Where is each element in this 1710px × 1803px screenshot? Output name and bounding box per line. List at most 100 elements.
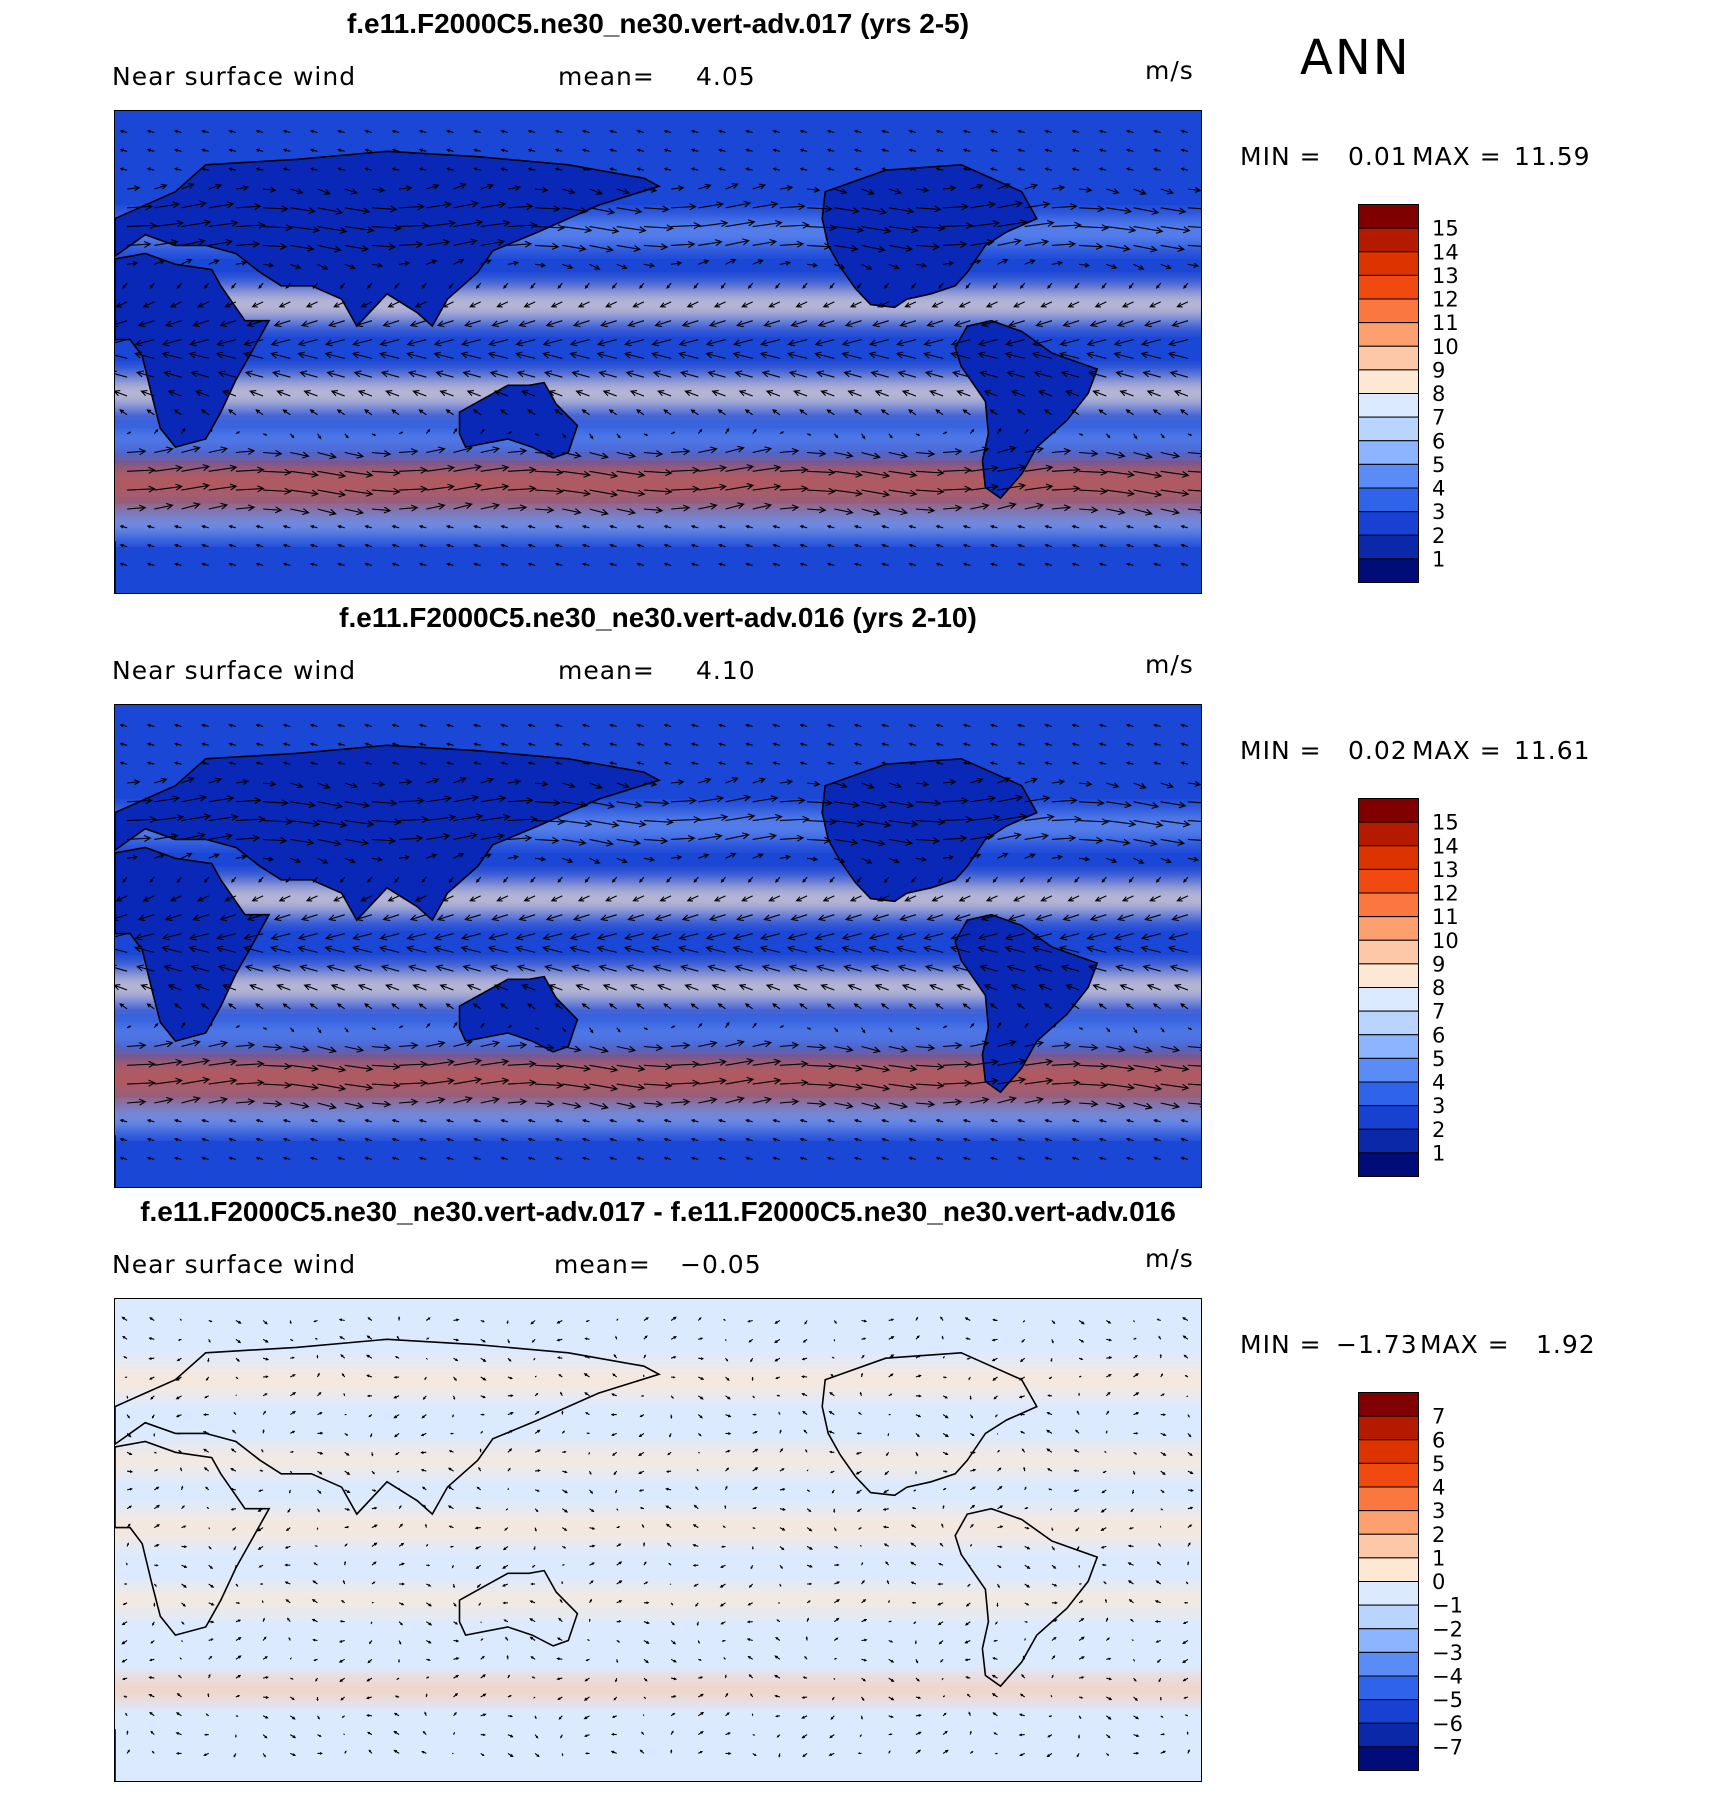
colorbar-label: 9 (1432, 358, 1445, 382)
colorbar-label: 3 (1432, 1499, 1445, 1523)
colorbar-box (1358, 1081, 1419, 1107)
panel-1-max-label: MAX = (1412, 142, 1502, 171)
continent-south-america (954, 319, 1099, 500)
colorbar-box (1358, 1675, 1419, 1701)
colorbar-label: 2 (1432, 1523, 1445, 1547)
colorbar-box (1358, 1462, 1419, 1488)
panel-2-map (114, 704, 1202, 1188)
colorbar-label: 4 (1432, 477, 1445, 501)
colorbar-box (1358, 845, 1419, 870)
trade-band-north (115, 882, 1201, 915)
panel-3-map (114, 1298, 1202, 1782)
colorbar-box (1358, 322, 1419, 347)
colorbar-label: 15 (1432, 217, 1459, 241)
colorbar-label: −2 (1432, 1617, 1463, 1641)
continent-south-america (954, 913, 1099, 1094)
colorbar-label: −5 (1432, 1688, 1463, 1712)
panel-3-title: f.e11.F2000C5.ne30_ne30.vert-adv.017 - f… (140, 1196, 1176, 1227)
colorbar-label: −7 (1432, 1735, 1463, 1759)
colorbar-box (1358, 1152, 1419, 1177)
continent-europe-asia (115, 744, 662, 922)
colorbar-label: 3 (1432, 1094, 1445, 1118)
colorbar-box (1358, 204, 1419, 229)
colorbar-box (1358, 1557, 1419, 1582)
continent-australia (458, 381, 579, 459)
panel-1-map (114, 110, 1202, 594)
colorbar-box (1358, 558, 1419, 583)
continent-europe-asia (115, 150, 662, 328)
panel-1-colorbar: 15 14 13 12 11 10 9 8 7 6 5 4 3 2 1 (1358, 204, 1478, 586)
colorbar-box (1358, 511, 1419, 536)
panel-2-variable: Near surface wind (112, 656, 357, 685)
wind-vectors (115, 129, 1201, 567)
diff-band-2 (115, 1449, 1201, 1472)
colorbar-label: 1 (1432, 1141, 1445, 1165)
colorbar-label: 15 (1432, 811, 1459, 835)
wind-vectors (115, 723, 1201, 1161)
colorbar-box (1358, 868, 1419, 894)
colorbar-box (1358, 1128, 1419, 1154)
colorbar-box (1358, 798, 1419, 823)
continent-south-america (954, 1507, 1099, 1688)
colorbar-label: 12 (1432, 288, 1459, 312)
trade-band-north (115, 288, 1201, 321)
colorbar-label: 5 (1432, 1047, 1445, 1071)
colorbar-label: 7 (1432, 1000, 1445, 1024)
panel-2-mean-label: mean= (558, 656, 655, 685)
diff-band-3 (115, 1514, 1201, 1541)
colorbar-box (1358, 1486, 1419, 1512)
colorbar-box (1358, 345, 1419, 371)
panel-3-variable: Near surface wind (112, 1250, 357, 1279)
colorbar-label: 11 (1432, 311, 1459, 335)
colorbar-box (1358, 298, 1419, 324)
colorbar-box (1358, 892, 1419, 918)
colorbar-label: 1 (1432, 547, 1445, 571)
colorbar-box (1358, 1057, 1419, 1083)
colorbar-box (1358, 1699, 1419, 1724)
colorbar-box (1358, 274, 1419, 300)
colorbar-box (1358, 393, 1419, 418)
colorbar-label: 11 (1432, 905, 1459, 929)
colorbar-label: 5 (1432, 1452, 1445, 1476)
colorbar-label: 7 (1432, 1405, 1445, 1429)
colorbar-box (1358, 227, 1419, 253)
colorbar-label: 13 (1432, 264, 1459, 288)
colorbar-label: −4 (1432, 1665, 1463, 1689)
colorbar-box (1358, 440, 1419, 465)
colorbar-box (1358, 416, 1419, 442)
colorbar-label: 3 (1432, 500, 1445, 524)
colorbar-box (1358, 1651, 1419, 1677)
colorbar-label: 4 (1432, 1476, 1445, 1500)
colorbar-box (1358, 1105, 1419, 1130)
colorbar-box (1358, 1604, 1419, 1630)
colorbar-box (1358, 1722, 1419, 1748)
colorbar-label: 8 (1432, 976, 1445, 1000)
colorbar-box (1358, 534, 1419, 560)
panel-3-min-value: −1.73 (1336, 1330, 1418, 1359)
panel-1-units: m/s (1145, 56, 1194, 85)
colorbar-label: 14 (1432, 240, 1459, 264)
colorbar-label: 6 (1432, 1023, 1445, 1047)
panel-1-title: f.e11.F2000C5.ne30_ne30.vert-adv.017 (yr… (346, 8, 970, 39)
colorbar-label: 13 (1432, 858, 1459, 882)
season-label: ANN (1300, 30, 1411, 86)
panel-1-mean-label: mean= (558, 62, 655, 91)
colorbar-label: −6 (1432, 1712, 1463, 1736)
colorbar-label: 8 (1432, 382, 1445, 406)
diff-band-1 (115, 1366, 1201, 1394)
panel-1-mean-value: 4.05 (696, 62, 756, 91)
colorbar-box (1358, 463, 1419, 489)
colorbar-box (1358, 939, 1419, 965)
panel-2-title: f.e11.F2000C5.ne30_ne30.vert-adv.016 (yr… (339, 602, 977, 633)
colorbar-label: 2 (1432, 1118, 1445, 1142)
continent-europe-asia (115, 1338, 662, 1516)
panel-3-mean-label: mean= (554, 1250, 651, 1279)
colorbar-label: 0 (1432, 1570, 1445, 1594)
colorbar-box (1358, 1415, 1419, 1441)
colorbar-box (1358, 1034, 1419, 1059)
panel-2-min-label: MIN = (1240, 736, 1322, 765)
colorbar-label: 5 (1432, 453, 1445, 477)
panel-2-min-value: 0.02 (1348, 736, 1408, 765)
colorbar-label: 9 (1432, 952, 1445, 976)
subtrop-band-south (115, 1022, 1201, 1044)
